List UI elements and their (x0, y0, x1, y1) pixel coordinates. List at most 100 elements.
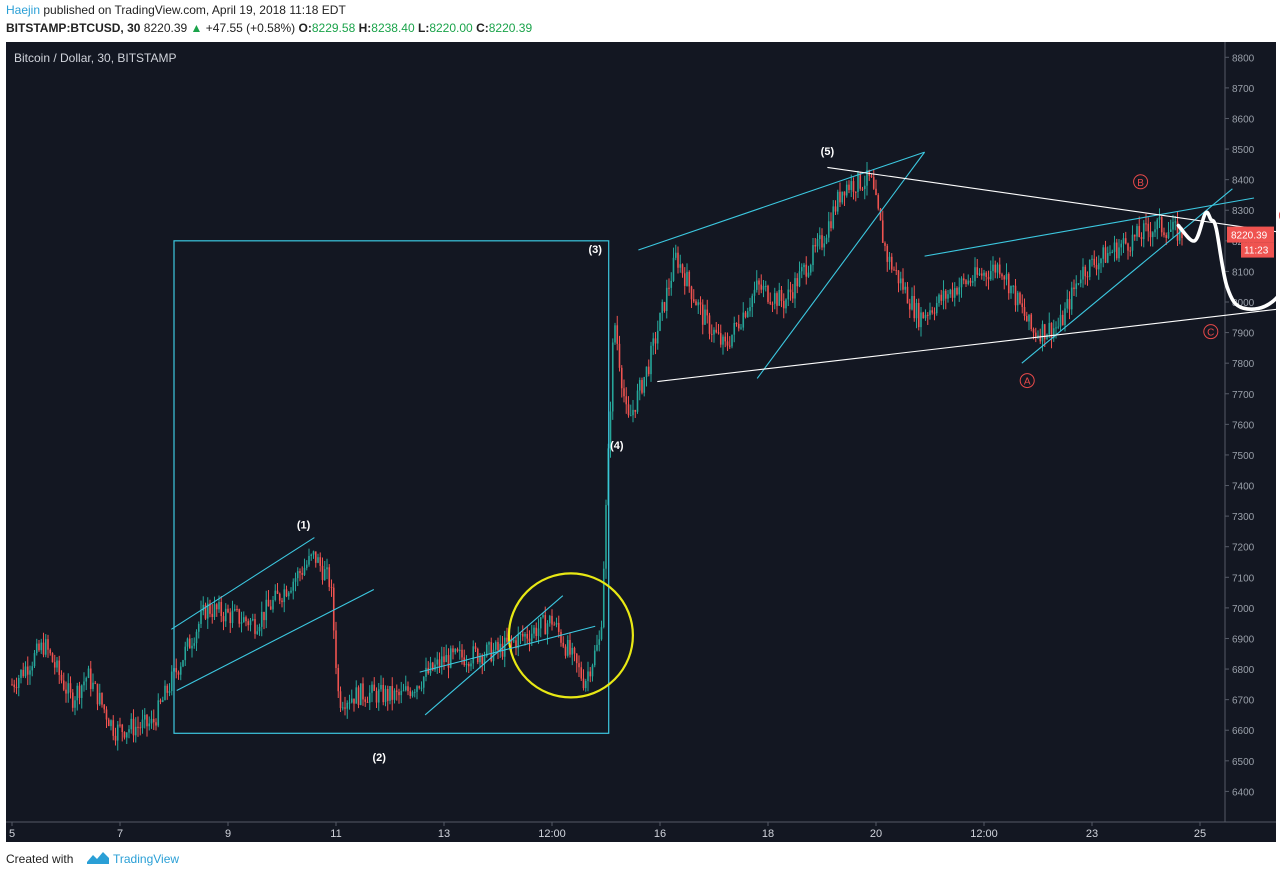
candle-body (218, 601, 220, 610)
candle-body (362, 683, 364, 700)
candle-body (674, 252, 677, 258)
candle-body (602, 568, 605, 628)
candle-body (800, 267, 803, 272)
y-tick-label: 7200 (1232, 543, 1255, 554)
candle-body (465, 663, 468, 666)
x-tick-label: 23 (1086, 828, 1098, 840)
candle-body (1070, 287, 1073, 310)
candle-body (701, 304, 704, 325)
candle-body (771, 303, 774, 305)
candle-body (587, 671, 589, 681)
candle-body (778, 289, 781, 306)
candle-body (440, 656, 443, 667)
candle-body (1057, 326, 1060, 328)
author-link[interactable]: Haejin (6, 3, 41, 17)
chart-area[interactable]: Bitcoin / Dollar, 30, BITSTAMP 6400 6500 66… (0, 40, 1280, 846)
candle-body (859, 172, 862, 189)
candle-body (888, 256, 891, 262)
tradingview-brand[interactable]: TradingView (113, 852, 180, 866)
candle-body (107, 719, 110, 727)
candle-body (584, 680, 587, 689)
y-tick-label: 6500 (1232, 757, 1255, 768)
y-tick-label: 6600 (1232, 726, 1255, 737)
candle-body (33, 653, 36, 667)
wave-letter-circle (1133, 174, 1149, 190)
candle-body (956, 288, 958, 295)
candle-body (1064, 308, 1066, 326)
candle-body (521, 633, 524, 637)
price-chart[interactable]: Bitcoin / Dollar, 30, BITSTAMP 6400 6500 66… (0, 40, 1280, 846)
candle-body (548, 615, 551, 624)
candle-body (1106, 253, 1109, 263)
candle-body (566, 639, 569, 656)
candle-body (843, 191, 846, 196)
candle-body (1082, 266, 1084, 280)
candle-body (413, 691, 416, 693)
candle-body (375, 690, 378, 703)
candle-body (168, 691, 171, 693)
y-tick-label: 6700 (1232, 696, 1255, 707)
candle-body (814, 244, 817, 247)
channel-line (924, 197, 1255, 257)
candle-body (258, 626, 261, 632)
candle-body (794, 278, 796, 299)
candle-body (254, 619, 256, 634)
candle-body (308, 556, 310, 565)
candle-body (389, 686, 391, 701)
channel-line (1021, 188, 1233, 364)
candle-body (663, 302, 666, 311)
candle-body (967, 280, 970, 285)
candle-body (62, 680, 65, 690)
candle-body (827, 221, 830, 238)
candle-body (42, 642, 45, 655)
candle-body (1084, 266, 1087, 277)
candle-body (751, 295, 754, 308)
candle-body (454, 648, 457, 653)
candle-body (625, 396, 628, 405)
candle-body (386, 688, 389, 701)
wave-label: (4) (610, 440, 624, 452)
candle-body (638, 380, 641, 391)
candle-body (951, 289, 954, 298)
candle-body (1118, 247, 1120, 259)
candle-body (713, 329, 715, 335)
candle-body (456, 648, 459, 652)
candle-body (373, 684, 376, 691)
candle-body (942, 290, 945, 301)
candle-body (533, 627, 535, 634)
candle-body (416, 686, 418, 692)
candle-body (411, 692, 414, 697)
candle-body (283, 589, 286, 603)
candle-body (989, 271, 992, 280)
candle-body (616, 325, 619, 344)
candle-body (22, 669, 25, 677)
x-tick-label: 7 (117, 828, 123, 840)
time-axis-background (6, 822, 1276, 842)
y-tick-label: 7000 (1232, 604, 1255, 615)
candle-body (29, 670, 31, 675)
candle-body (1028, 314, 1030, 322)
candle-body (582, 678, 585, 689)
candle-body (164, 685, 166, 701)
candle-body (65, 689, 67, 694)
candle-body (560, 631, 562, 643)
x-tick-label: 5 (9, 828, 15, 840)
low-value: 8220.00 (429, 21, 473, 35)
candle-body (854, 191, 857, 193)
candle-body (499, 643, 502, 651)
candle-body (537, 628, 540, 637)
candle-body (978, 273, 981, 275)
candle-body (159, 700, 162, 702)
x-tick-label: 13 (438, 828, 450, 840)
candle-body (89, 668, 92, 689)
wave-label: (5) (821, 146, 835, 158)
candle-body (368, 692, 371, 703)
candle-body (1005, 273, 1008, 280)
candle-body (321, 565, 324, 580)
x-tick-label: 11 (330, 828, 341, 840)
candle-body (179, 666, 182, 675)
candle-body (719, 333, 722, 345)
candle-body (1021, 303, 1024, 307)
candle-body (74, 700, 76, 708)
candle-body (924, 314, 927, 319)
